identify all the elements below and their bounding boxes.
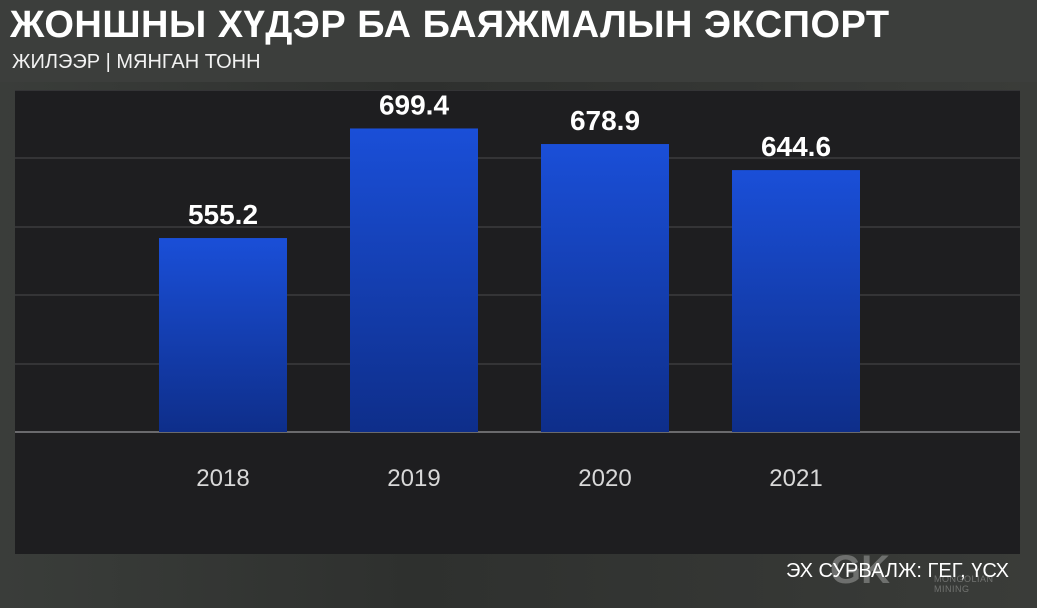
header-bar: ЖОНШНЫ ХҮДЭР БА БАЯЖМАЛЫН ЭКСПОРТ ЖИЛЭЭР… [0,0,1037,82]
chart-title: ЖОНШНЫ ХҮДЭР БА БАЯЖМАЛЫН ЭКСПОРТ [10,4,890,46]
source-note: ЭХ СУРВАЛЖ: ГЕГ, ҮСХ [785,560,1009,582]
watermark-logo: GK [830,548,890,592]
value-label-2020: 678.9 [570,105,640,136]
chart-subtitle: ЖИЛЭЭР | МЯНГАН ТОНН [12,51,261,73]
watermark: GK MONGOLIAN MINING [830,548,1020,604]
bar-2021 [732,170,860,432]
x-tick-label-2018: 2018 [196,465,249,492]
watermark-text: MONGOLIAN MINING [934,574,994,594]
value-label-2019: 699.4 [379,90,449,120]
bar-2018 [159,238,287,432]
bar-2019 [350,128,478,432]
value-label-2021: 644.6 [761,131,831,162]
bar-2020 [541,144,669,432]
bar-chart: 555.2 2018 699.4 2019 678.9 2020 644.6 2021 [15,90,1020,492]
value-label-2018: 555.2 [188,199,258,230]
x-tick-label-2021: 2021 [769,465,822,492]
x-tick-label-2019: 2019 [387,465,440,492]
x-tick-label-2020: 2020 [578,465,631,492]
